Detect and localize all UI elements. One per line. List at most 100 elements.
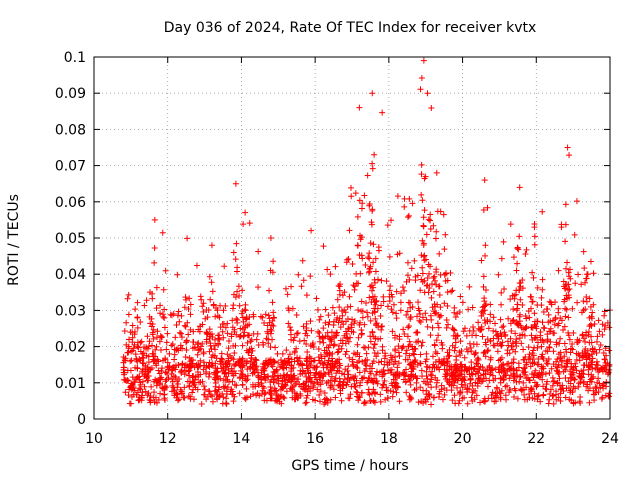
data-point [292, 380, 299, 387]
data-point [377, 398, 384, 405]
data-point [451, 327, 458, 334]
data-point [534, 284, 541, 291]
data-point [356, 104, 363, 111]
data-point [572, 280, 579, 287]
x-tick-label: 18 [380, 431, 398, 447]
data-point [129, 334, 136, 341]
data-point [517, 296, 524, 303]
data-point [475, 356, 482, 363]
data-point [183, 337, 190, 344]
data-point [289, 386, 296, 393]
x-tick-label: 14 [233, 431, 251, 447]
data-point [569, 341, 576, 348]
data-point [507, 296, 514, 303]
data-point [291, 396, 298, 403]
data-point [186, 295, 193, 302]
data-point [240, 221, 247, 228]
data-point [504, 360, 511, 367]
data-point [341, 306, 348, 313]
data-point [205, 388, 212, 395]
data-point [592, 389, 599, 396]
data-point [354, 242, 361, 249]
data-point [338, 345, 345, 352]
data-point [149, 331, 156, 338]
data-point [502, 372, 509, 379]
data-point [366, 294, 373, 301]
data-point [373, 371, 380, 378]
data-point [356, 369, 363, 376]
data-point [554, 379, 561, 386]
data-point [178, 369, 185, 376]
y-tick-label: 0.09 [55, 86, 86, 102]
data-point [439, 345, 446, 352]
data-point [274, 350, 281, 357]
data-point [531, 390, 538, 397]
data-point [224, 361, 231, 368]
data-point [329, 358, 336, 365]
data-point [151, 389, 158, 396]
data-point [504, 368, 511, 375]
data-point [175, 362, 182, 369]
data-point [281, 372, 288, 379]
data-point [593, 385, 600, 392]
data-point [458, 381, 465, 388]
data-point [534, 393, 541, 400]
data-point [336, 291, 343, 298]
data-point [481, 398, 488, 405]
data-point [267, 359, 274, 366]
data-point [544, 337, 551, 344]
data-point [251, 369, 258, 376]
data-point [510, 254, 517, 261]
data-point [473, 392, 480, 399]
data-point [510, 371, 517, 378]
data-point [370, 241, 377, 248]
data-point [291, 358, 298, 365]
data-point [581, 279, 588, 286]
data-point [248, 354, 255, 361]
data-point [371, 341, 378, 348]
data-point [381, 377, 388, 384]
data-point [367, 240, 374, 247]
data-point [317, 388, 324, 395]
data-point [353, 280, 360, 287]
data-point [502, 383, 509, 390]
data-point [239, 287, 246, 294]
data-point [521, 356, 528, 363]
data-point [141, 383, 148, 390]
data-point [390, 361, 397, 368]
data-point [526, 377, 533, 384]
data-point [214, 389, 221, 396]
data-point [408, 371, 415, 378]
data-point [482, 242, 489, 249]
data-point [433, 384, 440, 391]
data-point [212, 383, 219, 390]
data-point [535, 355, 542, 362]
data-point [189, 389, 196, 396]
data-point [420, 387, 427, 394]
data-point [342, 351, 349, 358]
y-tick-label: 0.02 [55, 340, 86, 356]
data-point [567, 380, 574, 387]
data-point [522, 312, 529, 319]
data-point [137, 379, 144, 386]
data-point [190, 396, 197, 403]
data-point [359, 255, 366, 262]
data-point [337, 324, 344, 331]
data-point [352, 190, 359, 197]
data-point [417, 319, 424, 326]
data-point [332, 263, 339, 270]
data-point [565, 286, 572, 293]
data-point [138, 338, 145, 345]
data-point [388, 356, 395, 363]
data-point [437, 304, 444, 311]
data-point [290, 364, 297, 371]
data-point [277, 393, 284, 400]
data-point [451, 347, 458, 354]
data-point [567, 275, 574, 282]
data-point [423, 231, 430, 238]
data-point [351, 320, 358, 327]
data-point [394, 251, 401, 258]
y-axis-label: ROTI / TECUs [6, 194, 22, 286]
data-point [366, 202, 373, 209]
data-point [562, 305, 569, 312]
